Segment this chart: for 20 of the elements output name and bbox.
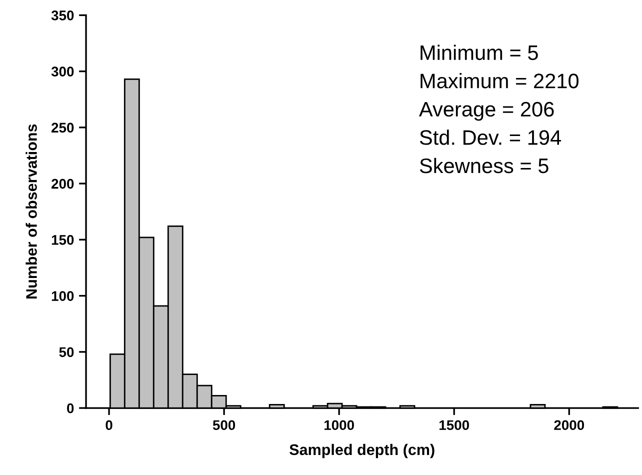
- y-tick-label: 100: [52, 291, 74, 301]
- annotation: Minimum = 5: [420, 44, 538, 60]
- x-tick-label: 500: [212, 420, 236, 430]
- x-tick-label: 2000: [554, 420, 584, 430]
- y-tick-label: 350: [51, 10, 74, 20]
- y-tick-label: 0: [67, 403, 74, 414]
- y-tick-label: 250: [52, 122, 74, 133]
- y-axis-title: Number of observations: [26, 124, 37, 298]
- y-tick-label: 200: [52, 178, 74, 189]
- y-tick-label: 300: [51, 66, 74, 77]
- y-tick-label: 50: [59, 347, 74, 358]
- x-tick-label: 1000: [324, 420, 354, 430]
- y-tick-label: 150: [52, 235, 74, 245]
- annotation: Skewness = 5: [420, 158, 548, 174]
- x-tick-label: 0: [106, 420, 112, 430]
- annotation: Std. Dev. = 194: [420, 130, 561, 145]
- x-axis-title: Sampled depth (cm): [290, 444, 434, 458]
- annotation: Average = 206: [419, 102, 554, 121]
- annotation: Maximum = 2210: [420, 73, 579, 88]
- x-tick-label: 1500: [440, 420, 469, 430]
